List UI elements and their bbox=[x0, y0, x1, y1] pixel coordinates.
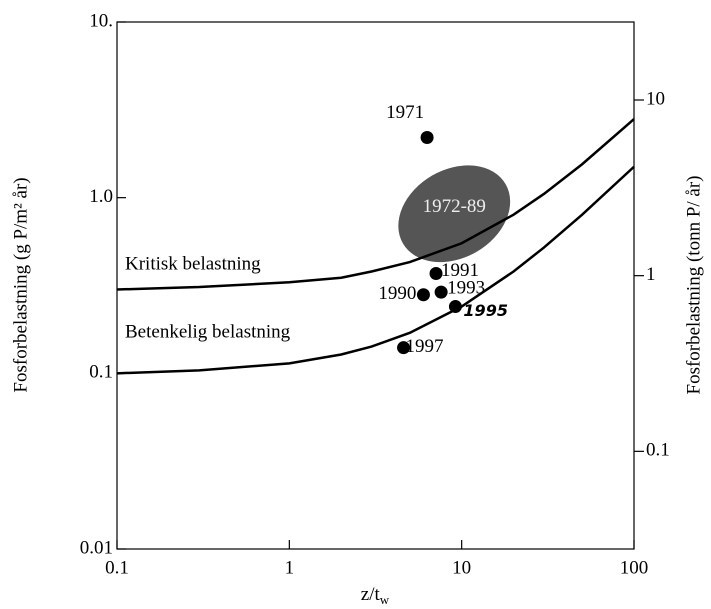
x-axis-label-main: z/t bbox=[361, 584, 381, 605]
y-tick-label: 1.0 bbox=[89, 186, 113, 207]
curve bbox=[116, 118, 635, 291]
point bbox=[448, 300, 462, 314]
x-tick-label: 1 bbox=[285, 557, 295, 578]
region-label: 1972-89 bbox=[423, 196, 486, 217]
point-label: 1990 bbox=[378, 283, 416, 304]
point bbox=[434, 285, 448, 299]
x-axis-label-sub: w bbox=[380, 592, 390, 607]
point-label: 1997 bbox=[406, 336, 444, 357]
y-tick-label: 0.1 bbox=[89, 362, 113, 383]
y-axis-label: Fosforbelastning (g P/m² år) bbox=[10, 177, 31, 392]
y2-tick-label: 10 bbox=[646, 88, 665, 109]
point bbox=[397, 341, 411, 355]
curve-label: Kritisk belastning bbox=[125, 253, 261, 274]
x-tick-label: 10 bbox=[452, 557, 471, 578]
point-label: 1971 bbox=[386, 102, 424, 123]
x-tick-label: 0.1 bbox=[105, 557, 129, 578]
region-ellipse bbox=[398, 165, 511, 263]
y2-tick-label: 1 bbox=[646, 264, 656, 285]
x-tick-label: 100 bbox=[620, 557, 649, 578]
point-label: 1991 bbox=[441, 260, 479, 281]
y2-axis-label: Fosforbelastning (tonn P/ år) bbox=[683, 175, 704, 394]
point-label: 1995 bbox=[463, 301, 508, 320]
point bbox=[420, 131, 434, 145]
point bbox=[416, 288, 430, 302]
y-tick-label: 0.01 bbox=[80, 537, 113, 558]
point bbox=[429, 267, 443, 281]
y2-tick-label: 0.1 bbox=[646, 440, 670, 461]
y-tick-label: 10. bbox=[89, 10, 113, 31]
curve bbox=[116, 165, 635, 375]
plot-frame bbox=[116, 21, 635, 550]
curve-label: Betenkelig belastning bbox=[125, 321, 291, 342]
point-label: 1993 bbox=[447, 277, 485, 298]
x-axis-label: z/tw bbox=[361, 584, 390, 607]
